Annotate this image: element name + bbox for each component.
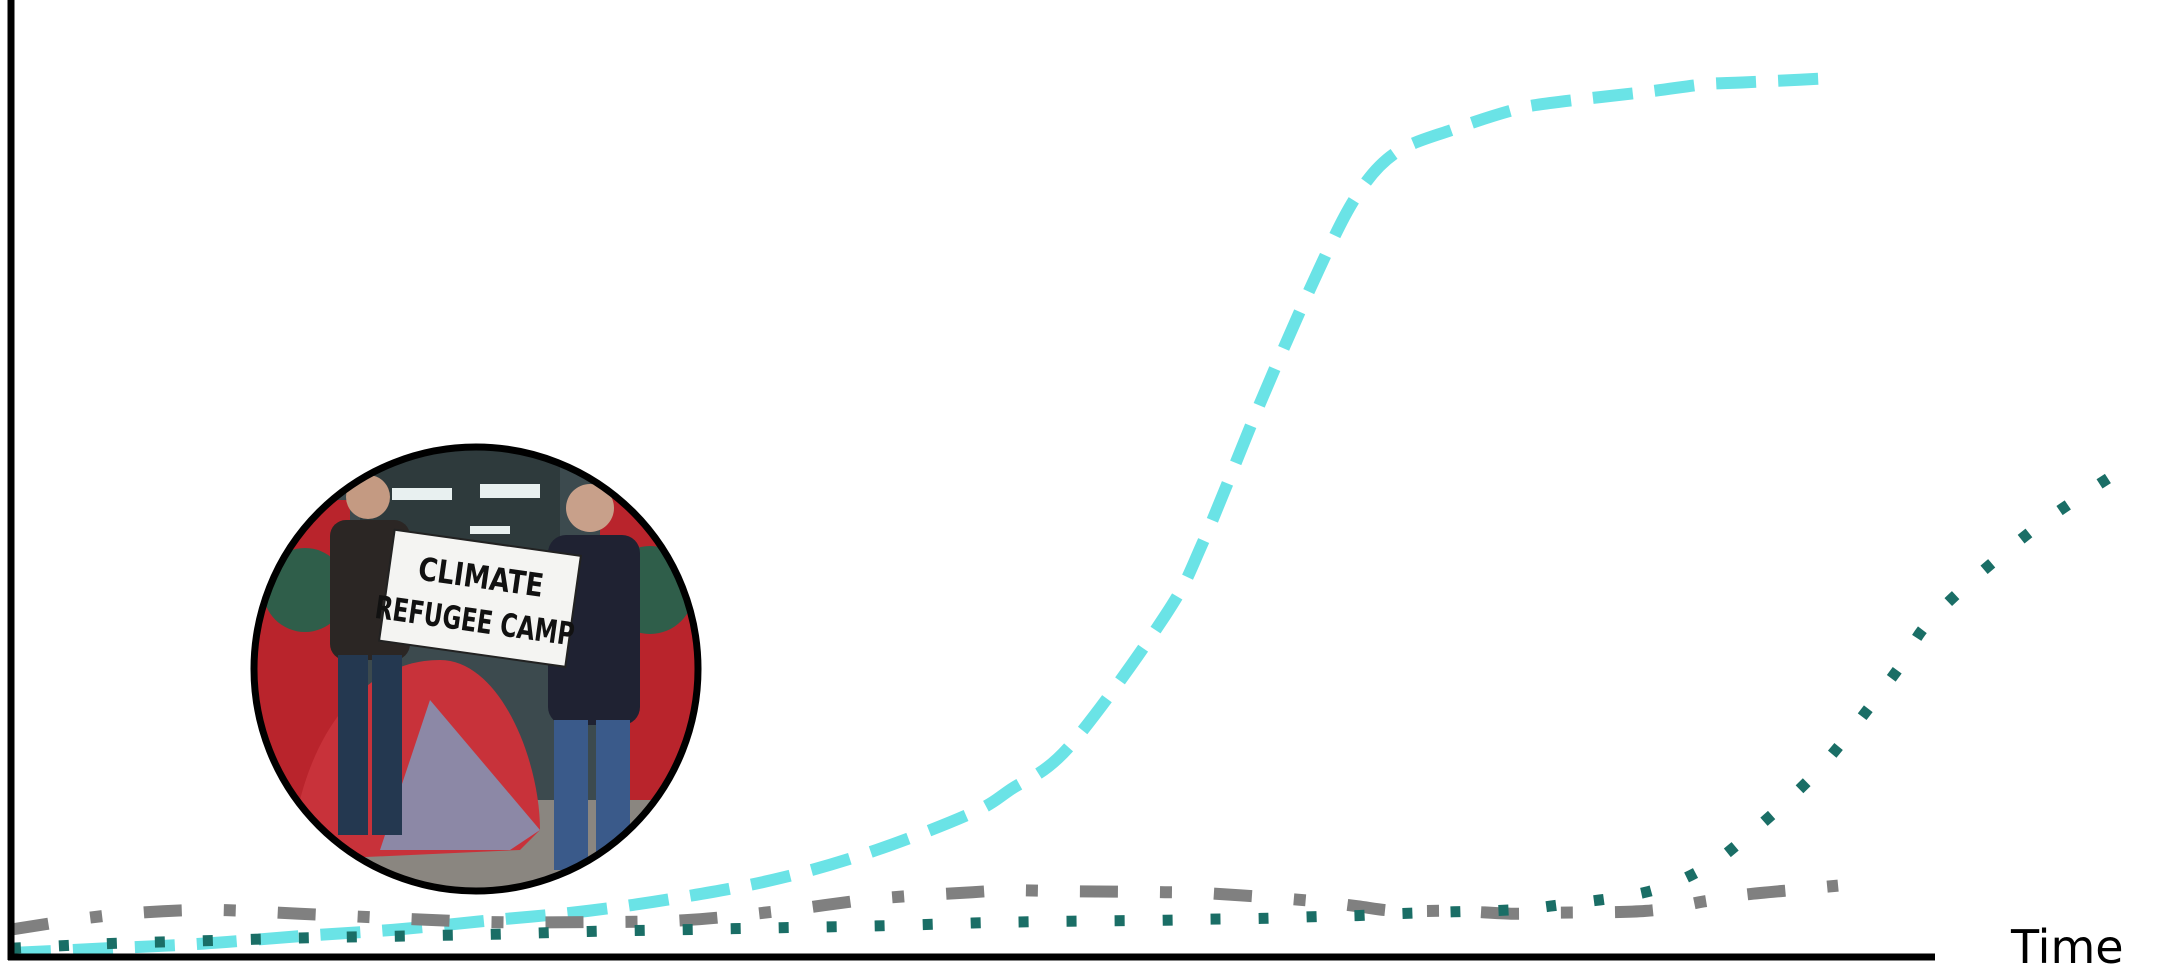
series-layer: [10, 71, 2130, 959]
inset-photo-border: [250, 443, 702, 895]
series-line-1-dashed: [10, 71, 1839, 959]
inset-photo: CLIMATE REFUGEE CAMP: [250, 443, 702, 895]
x-axis-label: Time: [2010, 920, 2124, 970]
